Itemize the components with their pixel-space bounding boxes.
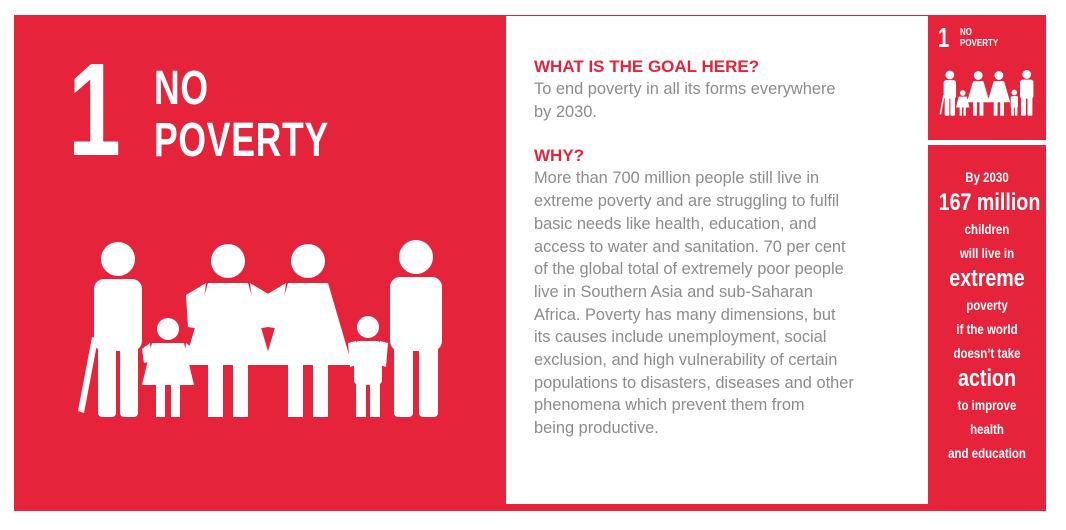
divider bbox=[928, 140, 1046, 145]
fact-line: and education bbox=[948, 445, 1026, 461]
why-text-line: access to water and sanitation. 70 per c… bbox=[534, 237, 846, 256]
goal-card: 1 NO POVERTY bbox=[14, 15, 1046, 511]
fact-line: children bbox=[964, 221, 1010, 237]
why-text-line: its causes include unemployment, social bbox=[534, 328, 827, 347]
fact-line: to improve bbox=[957, 397, 1017, 413]
fact-line: will live in bbox=[959, 245, 1015, 261]
fact-text: By 2030 167 million children will live i… bbox=[928, 165, 1046, 465]
goal-icon-panel: 1 NO POVERTY bbox=[14, 15, 506, 511]
description-panel: WHAT IS THE GOAL HERE? To end poverty in… bbox=[506, 16, 928, 504]
why-text-line: basic needs like health, education, and bbox=[534, 214, 817, 233]
goal-text-line: by 2030. bbox=[534, 102, 597, 121]
why-text-line: extreme poverty and are struggling to fu… bbox=[534, 192, 840, 211]
goal-title-line: NO bbox=[154, 62, 209, 115]
why-text-line: exclusion, and high vulnerability of cer… bbox=[534, 351, 838, 370]
goal-text: To end poverty in all its forms everywhe… bbox=[534, 78, 914, 123]
mini-goal-icon: 1 NO POVERTY bbox=[928, 15, 1046, 140]
why-text-line: of the global total of extremely poor pe… bbox=[534, 260, 844, 279]
goal-number: 1 bbox=[68, 36, 121, 183]
goal-heading: WHAT IS THE GOAL HERE? bbox=[534, 57, 760, 76]
why-heading: WHY? bbox=[534, 146, 585, 166]
family-icon bbox=[939, 70, 1034, 116]
fact-line: health bbox=[970, 421, 1004, 437]
why-text-line: being productive. bbox=[534, 419, 659, 438]
mini-goal-number: 1 bbox=[938, 22, 950, 53]
why-text: More than 700 million people still live … bbox=[534, 167, 914, 439]
fact-line-highlight: extreme bbox=[949, 265, 1025, 292]
goal-text-line: To end poverty in all its forms everywhe… bbox=[534, 80, 836, 98]
why-text-line: live in Southern Asia and sub-Saharan bbox=[534, 282, 813, 301]
fact-line: doesn’t take bbox=[953, 345, 1021, 361]
fact-line-highlight: action bbox=[958, 365, 1016, 392]
fact-panel: 1 NO POVERTY bbox=[928, 15, 1046, 511]
why-text-line: phenomena which prevent them from bbox=[534, 396, 805, 415]
mini-goal-title: NO POVERTY bbox=[960, 27, 998, 49]
family-figures bbox=[78, 240, 442, 417]
why-text-line: Africa. Poverty has many dimensions, but bbox=[534, 305, 836, 324]
fact-line: By 2030 bbox=[965, 169, 1009, 185]
goal-title: NO POVERTY bbox=[154, 63, 329, 167]
mini-goal-title-line: NO bbox=[960, 27, 972, 38]
why-text-line: More than 700 million people still live … bbox=[534, 169, 820, 188]
mini-goal-title-line: POVERTY bbox=[960, 38, 999, 49]
fact-line: if the world bbox=[956, 321, 1018, 337]
fact-line: poverty bbox=[966, 297, 1008, 313]
fact-line-highlight: 167 million bbox=[938, 189, 1041, 216]
family-icon bbox=[78, 240, 442, 417]
goal-title-line: POVERTY bbox=[154, 114, 329, 167]
why-text-line: populations to disasters, diseases and o… bbox=[534, 373, 854, 392]
